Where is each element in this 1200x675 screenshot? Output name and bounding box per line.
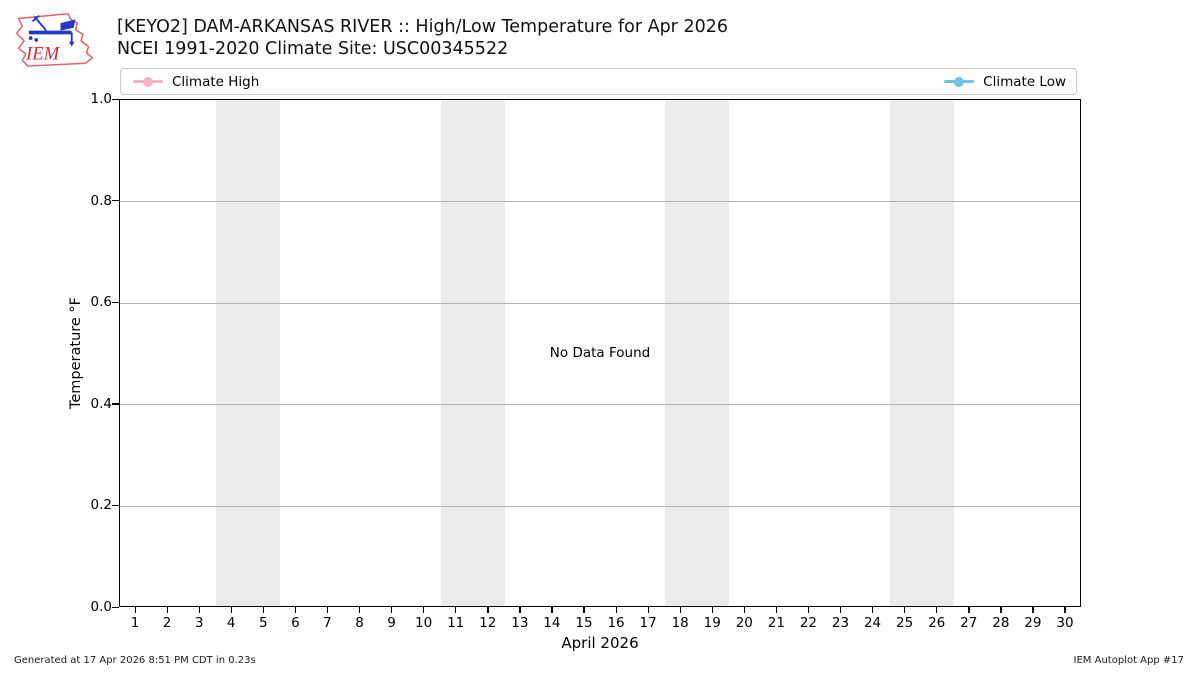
x-tick-mark — [968, 607, 970, 613]
x-tick-mark — [743, 607, 746, 613]
x-tick-mark — [391, 607, 393, 613]
y-tick-mark — [112, 504, 119, 507]
x-tick-mark — [487, 607, 489, 613]
x-tick-mark — [166, 607, 168, 613]
legend: Climate High Climate Low — [120, 68, 1077, 95]
x-tick-mark — [647, 607, 649, 613]
weekend-band — [665, 100, 730, 606]
iem-logo-text: IEM — [25, 44, 61, 65]
x-tick-label: 29 — [1024, 615, 1042, 631]
no-data-message: No Data Found — [549, 345, 651, 361]
x-tick-mark — [551, 607, 553, 613]
chart-subtitle: NCEI 1991-2020 Climate Site: USC00345522 — [117, 39, 509, 59]
gridline — [120, 201, 1080, 203]
y-tick-mark — [112, 200, 119, 202]
x-tick-label: 22 — [799, 615, 818, 631]
x-tick-label: 24 — [863, 615, 882, 631]
y-tick-label: 0.2 — [90, 497, 112, 514]
x-tick-mark — [1000, 607, 1002, 613]
y-tick-label: 0.0 — [90, 599, 112, 615]
x-tick-mark — [359, 607, 361, 613]
x-tick-label: 20 — [735, 615, 753, 631]
x-tick-mark — [326, 607, 329, 613]
x-tick-label: 4 — [226, 615, 236, 631]
x-tick-label: 17 — [639, 615, 657, 631]
y-tick-label: 1.0 — [90, 91, 112, 107]
climate-low-marker-icon — [944, 76, 975, 87]
x-tick-mark — [679, 607, 681, 613]
x-tick-label: 30 — [1056, 615, 1074, 631]
y-tick-label: 0.6 — [90, 294, 112, 311]
x-tick-label: 21 — [767, 615, 785, 631]
x-tick-label: 16 — [607, 615, 625, 631]
x-tick-label: 8 — [355, 615, 364, 631]
x-tick-mark — [262, 607, 265, 613]
y-axis-label: Temperature °F — [68, 296, 84, 410]
x-tick-label: 3 — [194, 615, 204, 631]
gridline — [120, 302, 1080, 304]
gridline — [120, 404, 1080, 406]
x-tick-label: 7 — [323, 615, 332, 631]
gridline — [120, 505, 1080, 507]
chart-title: [KEYO2] DAM-ARKANSAS RIVER :: High/Low T… — [117, 17, 728, 37]
weekend-band — [216, 100, 281, 606]
legend-label-climate-low: Climate Low — [983, 73, 1066, 90]
x-tick-label: 12 — [479, 615, 497, 631]
x-tick-label: 14 — [543, 615, 561, 631]
x-tick-label: 1 — [130, 615, 140, 631]
x-tick-label: 5 — [259, 615, 268, 631]
x-tick-mark — [230, 607, 233, 613]
x-tick-label: 13 — [511, 615, 529, 631]
x-tick-mark — [872, 607, 874, 613]
x-tick-label: 25 — [896, 615, 914, 631]
generated-timestamp: Generated at 17 Apr 2026 8:51 PM CDT in … — [14, 655, 256, 666]
iem-logo: IEM — [15, 13, 94, 67]
legend-item-climate-low: Climate Low — [944, 74, 1066, 90]
x-tick-mark — [1064, 607, 1066, 613]
x-tick-label: 11 — [447, 615, 465, 631]
x-tick-label: 6 — [291, 615, 300, 631]
x-tick-mark — [198, 607, 200, 613]
y-tick-mark — [112, 606, 119, 608]
x-tick-label: 10 — [415, 615, 433, 631]
x-tick-label: 15 — [575, 615, 593, 631]
x-tick-mark — [134, 607, 136, 613]
y-tick-label: 0.4 — [90, 395, 112, 412]
app-credit: IEM Autoplot App #17 — [1073, 655, 1184, 666]
weathervane-icon — [28, 14, 76, 47]
weekend-band — [889, 100, 954, 606]
y-tick-mark — [112, 301, 119, 303]
x-tick-label: 18 — [671, 615, 689, 631]
x-tick-mark — [840, 607, 842, 613]
x-tick-mark — [615, 607, 617, 613]
x-tick-mark — [455, 607, 457, 613]
climate-high-marker-icon — [133, 76, 163, 87]
x-tick-mark — [775, 607, 778, 613]
x-tick-mark — [423, 607, 425, 613]
x-axis-label: April 2026 — [561, 634, 639, 652]
y-tick-mark — [112, 403, 119, 405]
x-tick-mark — [583, 607, 585, 613]
x-tick-mark — [1032, 607, 1034, 613]
x-tick-mark — [519, 607, 521, 613]
x-tick-label: 27 — [960, 615, 978, 631]
y-tick-mark — [112, 98, 119, 100]
x-tick-label: 19 — [703, 615, 721, 631]
y-tick-label: 0.8 — [90, 192, 112, 209]
x-tick-label: 28 — [992, 615, 1010, 631]
x-tick-mark — [904, 607, 906, 613]
x-tick-label: 26 — [928, 615, 946, 631]
x-tick-label: 2 — [162, 615, 172, 631]
x-tick-mark — [711, 607, 714, 613]
x-tick-mark — [936, 607, 938, 613]
legend-item-climate-high: Climate High — [133, 74, 259, 90]
x-tick-label: 9 — [387, 615, 396, 631]
x-tick-mark — [807, 607, 810, 613]
weekend-band — [440, 100, 505, 606]
plot-area: No Data Found — [119, 99, 1081, 607]
x-tick-mark — [294, 607, 297, 613]
legend-label-climate-high: Climate High — [172, 73, 260, 90]
x-tick-label: 23 — [831, 615, 850, 631]
